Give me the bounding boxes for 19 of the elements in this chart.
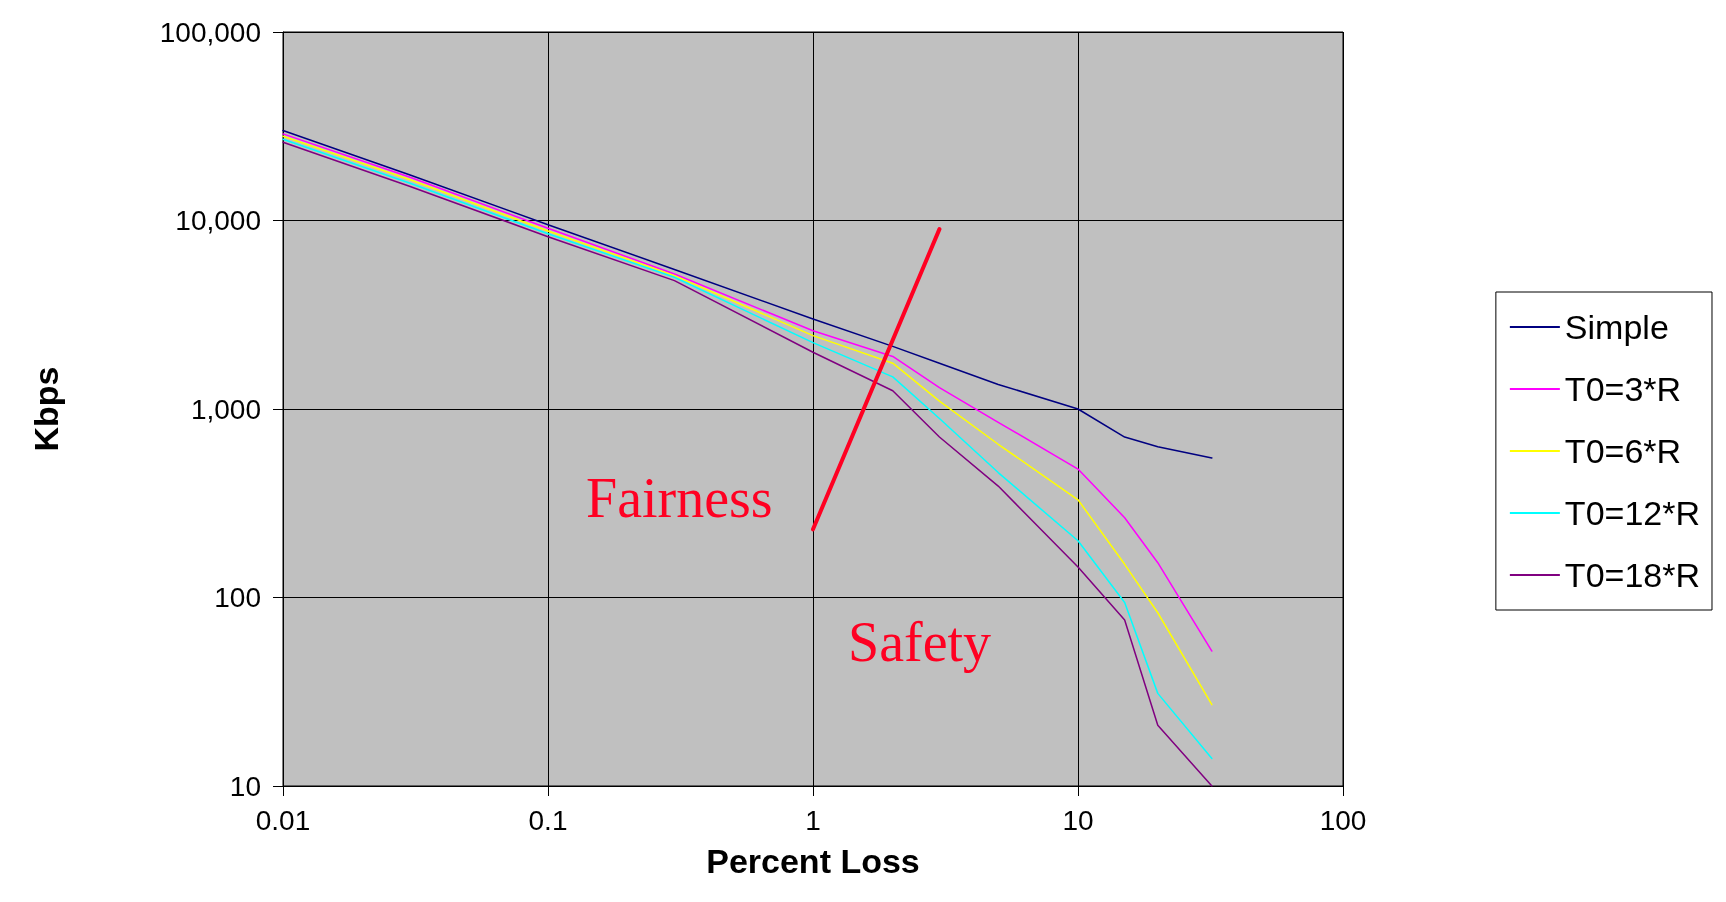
y-tick-label: 100,000 (159, 16, 261, 48)
y-tick-label: 10,000 (175, 205, 261, 236)
legend-label: T0=3*R (1564, 370, 1682, 408)
x-tick-label: 0.01 (255, 804, 311, 836)
x-tick-label: 10 (1062, 804, 1094, 836)
y-tick-label: 1,000 (190, 393, 261, 425)
legend-label: Simple (1564, 308, 1669, 346)
y-tick-label: 10 (229, 770, 261, 802)
legend-label: T0=6*R (1564, 432, 1682, 470)
x-tick-label: 1 (805, 804, 821, 836)
legend-label: T0=18*R (1564, 556, 1700, 594)
y-tick-label: 100 (214, 582, 261, 613)
legend-label: T0=12*R (1564, 494, 1700, 532)
annotation: Safety (848, 611, 992, 673)
x-tick-label: 0.1 (528, 804, 568, 836)
x-tick-label: 100 (1319, 804, 1367, 836)
x-axis-title: Percent Loss (706, 842, 920, 880)
y-axis-title: Kbps (27, 366, 65, 452)
annotation: Fairness (586, 467, 773, 529)
